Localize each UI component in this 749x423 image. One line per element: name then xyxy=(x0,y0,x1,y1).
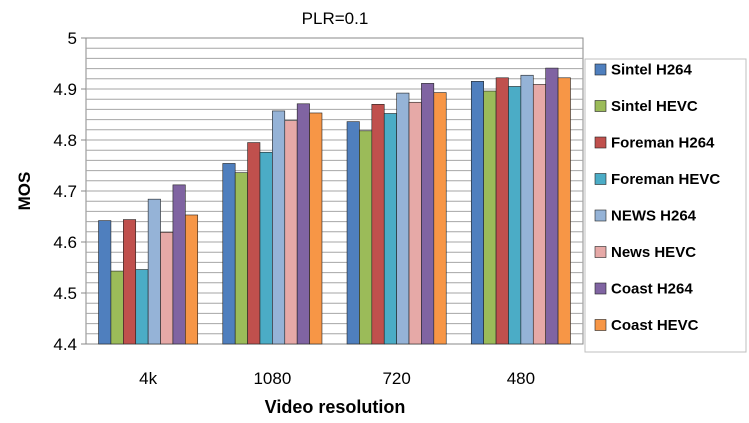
bar-coast-h264-1080 xyxy=(296,103,310,345)
bar-sintel-hevc-1080 xyxy=(234,172,248,345)
chart-title: PLR=0.1 xyxy=(302,9,369,28)
bar-sintel-h264-1080 xyxy=(222,163,236,345)
y-tick-label: 4.8 xyxy=(53,131,77,150)
bar-foreman-h264-480 xyxy=(495,77,509,345)
bar-coast-hevc-720 xyxy=(433,92,447,345)
bar-coast-hevc-4k xyxy=(185,214,199,345)
bar-news-hevc-4k xyxy=(160,232,174,345)
bar-foreman-h264-720 xyxy=(371,104,385,345)
legend-swatch xyxy=(594,63,607,76)
legend-swatch xyxy=(594,282,607,295)
legend-label: Coast H264 xyxy=(611,281,693,298)
legend-label: Foreman HEVC xyxy=(611,171,720,188)
bar-news-hevc-1080 xyxy=(284,120,298,345)
bar-news-h264-720 xyxy=(396,92,410,345)
x-tick-label: 480 xyxy=(507,369,535,388)
legend-label: NEWS H264 xyxy=(611,208,697,225)
bar-coast-h264-720 xyxy=(421,83,435,345)
x-axis-label: Video resolution xyxy=(265,397,406,417)
bar-foreman-h264-4k xyxy=(123,219,137,345)
legend-swatch xyxy=(594,173,607,185)
bar-sintel-hevc-720 xyxy=(359,130,373,345)
bar-coast-hevc-480 xyxy=(557,77,571,345)
bar-foreman-hevc-4k xyxy=(135,269,149,345)
legend-swatch xyxy=(594,246,607,258)
y-tick-label: 4.6 xyxy=(53,233,77,252)
y-axis-label: MOS xyxy=(15,172,34,211)
bars xyxy=(98,67,571,345)
bar-coast-h264-4k xyxy=(172,184,186,345)
legend-label: Foreman H264 xyxy=(611,135,715,152)
x-tick-label: 1080 xyxy=(253,369,291,388)
y-tick-label: 4.7 xyxy=(53,182,77,201)
bar-foreman-h264-1080 xyxy=(247,142,261,345)
bar-sintel-h264-720 xyxy=(346,121,360,345)
bar-sintel-h264-480 xyxy=(470,81,484,345)
legend-swatch xyxy=(594,319,607,331)
bar-news-h264-4k xyxy=(147,198,161,345)
y-tick-label: 4.5 xyxy=(53,284,77,303)
bar-sintel-h264-4k xyxy=(98,220,112,345)
bar-coast-hevc-1080 xyxy=(309,112,323,345)
bar-news-h264-480 xyxy=(520,74,534,345)
x-tick-label: 720 xyxy=(382,369,410,388)
x-axis-ticks: 4k 1080 720 480 xyxy=(139,369,535,388)
bar-news-hevc-480 xyxy=(532,84,546,345)
legend-label: Sintel H264 xyxy=(611,62,693,79)
x-tick-label: 4k xyxy=(139,369,157,388)
bar-foreman-hevc-1080 xyxy=(259,151,273,345)
bar-sintel-hevc-480 xyxy=(483,90,497,345)
y-axis-ticks: 4.4 4.5 4.6 4.7 4.8 4.9 5 xyxy=(53,29,86,354)
legend-swatch xyxy=(594,100,607,112)
bar-foreman-hevc-720 xyxy=(383,113,397,345)
bar-sintel-hevc-4k xyxy=(110,270,124,345)
bar-coast-h264-480 xyxy=(545,67,559,345)
legend-label: Coast HEVC xyxy=(611,317,699,334)
y-tick-label: 4.9 xyxy=(53,80,77,99)
legend-label: News HEVC xyxy=(611,244,696,261)
bar-news-h264-1080 xyxy=(272,110,286,345)
bar-news-hevc-720 xyxy=(408,101,422,345)
y-tick-label: 4.4 xyxy=(53,335,77,354)
legend-swatch xyxy=(594,136,607,149)
y-tick-label: 5 xyxy=(68,29,77,48)
bar-foreman-hevc-480 xyxy=(508,86,522,345)
legend-box xyxy=(584,58,747,353)
legend-label: Sintel HEVC xyxy=(611,98,698,115)
legend-swatch xyxy=(594,209,607,222)
legend: Sintel H264 Sintel HEVC Foreman H264 Forema… xyxy=(594,62,720,334)
